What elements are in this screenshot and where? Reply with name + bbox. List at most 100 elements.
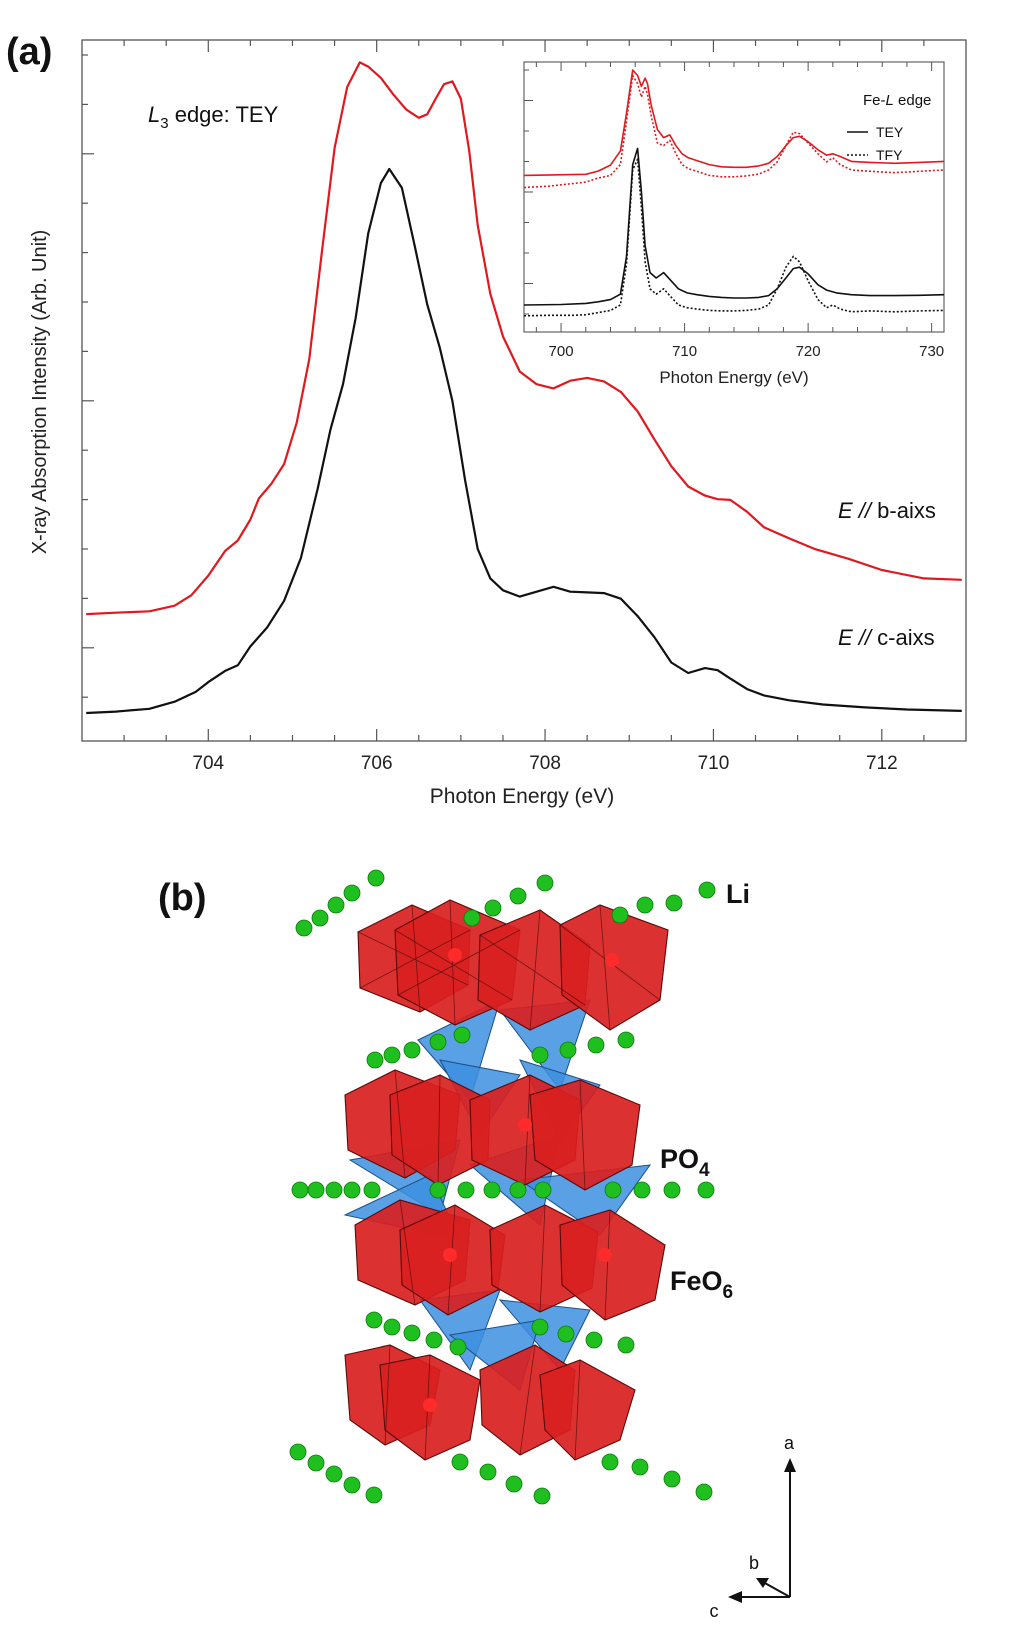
- feo6-label-main: FeO: [670, 1266, 723, 1296]
- crystal-structure: Li PO4 FeO6: [289, 869, 750, 1505]
- li-atom: [505, 1475, 523, 1493]
- li-atom: [295, 919, 313, 937]
- series-label-b-text: b-aixs: [877, 498, 936, 523]
- main-x-tick-label: 712: [866, 753, 898, 774]
- series-label-c-sep: //: [853, 625, 877, 650]
- li-atom: [665, 894, 683, 912]
- panel-b-label: (b): [158, 877, 207, 919]
- li-atom: [587, 1036, 605, 1054]
- main-plot-frame: [81, 39, 967, 742]
- fe-atom: [423, 1398, 437, 1412]
- li-atom: [533, 1487, 551, 1505]
- inset-x-tick-label: 730: [919, 343, 944, 360]
- li-atom: [453, 1026, 471, 1044]
- li-atom: [365, 1486, 383, 1504]
- inset-title-L: L: [886, 92, 894, 109]
- li-atom: [363, 1181, 381, 1199]
- li-atom: [617, 1336, 635, 1354]
- li-atom: [425, 1331, 443, 1349]
- feo6-octahedra: [344, 899, 669, 1461]
- crystal-axes: [728, 1458, 796, 1603]
- axis-c-arrowhead: [728, 1591, 742, 1603]
- li-atom: [311, 909, 329, 927]
- li-atom: [291, 1181, 309, 1199]
- li-atom: [403, 1324, 421, 1342]
- inset-title: Fe-L edge: [863, 92, 931, 109]
- li-atom: [365, 1311, 383, 1329]
- li-atom: [343, 1181, 361, 1199]
- fe-atom: [605, 953, 619, 967]
- main-ticks: [82, 40, 925, 741]
- li-atom: [403, 1041, 421, 1059]
- series-line-c-axis: [86, 167, 962, 715]
- inset-series-c-axis-tfy: [523, 158, 945, 317]
- li-atoms: [289, 869, 716, 1505]
- panel-a-label: (a): [6, 31, 52, 73]
- axis-a-label: a: [784, 1433, 795, 1453]
- li-atom: [585, 1331, 603, 1349]
- li-atom: [636, 896, 654, 914]
- po4-label-subscript: 4: [699, 1160, 710, 1181]
- series-line-b-axis: [86, 61, 962, 616]
- annotation-subscript: 3: [160, 115, 168, 132]
- fe-atoms: [423, 948, 619, 1412]
- li-atom: [698, 881, 716, 899]
- axis-a-arrowhead: [784, 1458, 796, 1472]
- axis-b-line: [762, 1581, 791, 1598]
- li-atom: [463, 909, 481, 927]
- fe-atom: [518, 1118, 532, 1132]
- li-atom: [631, 1458, 649, 1476]
- main-x-tick-label: 706: [361, 753, 393, 774]
- series-label-c-E: E: [838, 625, 853, 650]
- inset-x-tick-label: 700: [549, 343, 574, 360]
- axis-b-label: b: [749, 1553, 759, 1573]
- li-atom: [663, 1181, 681, 1199]
- li-atom: [343, 884, 361, 902]
- main-series: [86, 61, 962, 715]
- octahedron-edge: [479, 909, 586, 1031]
- li-atom: [307, 1454, 325, 1472]
- main-x-tick-label: 710: [698, 753, 730, 774]
- main-annotation: L3 edge: TEY: [148, 102, 279, 132]
- li-atom: [325, 1465, 343, 1483]
- series-label-b-E: E: [838, 498, 853, 523]
- annotation-rest: edge: TEY: [169, 102, 279, 127]
- legend-tfy-label: TFY: [876, 147, 903, 163]
- annotation-L: L: [148, 102, 160, 127]
- series-label-b-axis: E // b-aixs: [838, 498, 936, 523]
- li-atom: [695, 1483, 713, 1501]
- li-atom: [697, 1181, 715, 1199]
- inset-title-suffix: edge: [894, 92, 932, 109]
- li-atom: [327, 896, 345, 914]
- main-chart: 704 706 708 710 712 L3 edge: TEY E // b-aixs…: [29, 39, 967, 808]
- li-atom: [604, 1181, 622, 1199]
- li-atom: [531, 1046, 549, 1064]
- inset-title-prefix: Fe-: [863, 92, 886, 109]
- li-atom: [557, 1325, 575, 1343]
- li-atom: [366, 1051, 384, 1069]
- li-atom: [429, 1181, 447, 1199]
- li-atom: [343, 1476, 361, 1494]
- li-atom: [457, 1181, 475, 1199]
- li-atom: [449, 1338, 467, 1356]
- inset-series-b-axis-tey: [523, 69, 945, 177]
- feo6-octahedron: [559, 1209, 666, 1321]
- series-label-c-axis: E // c-aixs: [838, 625, 935, 650]
- li-atom: [509, 1181, 527, 1199]
- main-x-tick-label: 708: [529, 753, 561, 774]
- series-label-b-sep: //: [853, 498, 877, 523]
- feo6-label-subscript: 6: [723, 1282, 734, 1303]
- axis-b-arrowhead: [756, 1578, 769, 1588]
- inset-x-axis-label: Photon Energy (eV): [659, 368, 808, 387]
- inset-chart: 700 710 720 730 Fe-L edge TEY TFY Photon En…: [523, 61, 945, 387]
- li-atom: [325, 1181, 343, 1199]
- li-atom: [601, 1453, 619, 1471]
- fe-atom: [448, 948, 462, 962]
- feo6-octahedron: [539, 1359, 636, 1461]
- inset-x-tick-label: 720: [796, 343, 821, 360]
- main-x-tick-labels: 704 706 708 710 712: [192, 753, 897, 774]
- li-atom: [483, 1181, 501, 1199]
- li-atom: [617, 1031, 635, 1049]
- po4-label-main: PO: [660, 1144, 699, 1174]
